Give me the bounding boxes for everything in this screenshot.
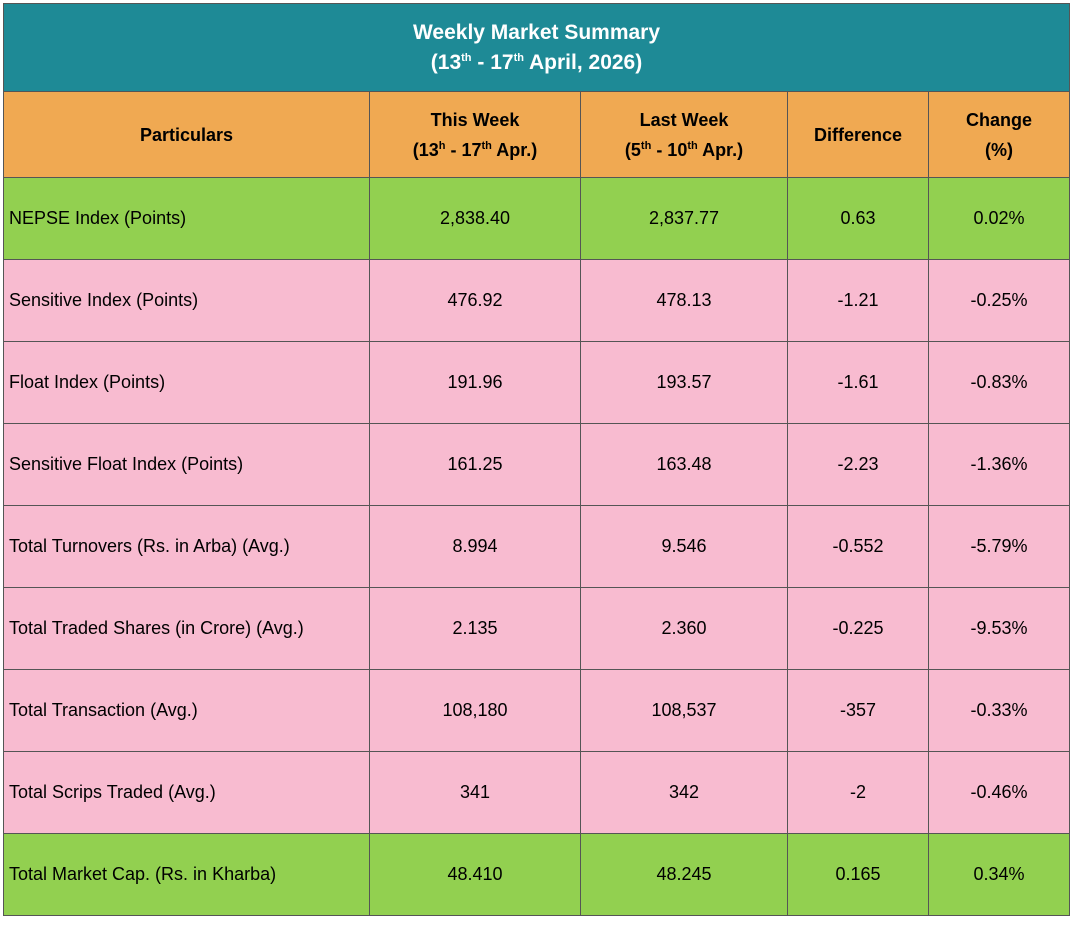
difference-value: -2.23	[787, 423, 929, 506]
last-week-value: 193.57	[580, 341, 788, 424]
change-value: -5.79%	[927, 505, 1071, 588]
row-label: NEPSE Index (Points)	[3, 177, 370, 260]
this-week-value: 476.92	[369, 259, 581, 342]
this-week-value: 191.96	[369, 341, 581, 424]
this-week-value: 8.994	[369, 505, 581, 588]
this-week-value: 341	[369, 751, 581, 834]
table-row: Float Index (Points) 191.96 193.57 -1.61…	[3, 341, 1071, 424]
row-label: Total Turnovers (Rs. in Arba) (Avg.)	[3, 505, 370, 588]
change-value: -0.83%	[927, 341, 1071, 424]
change-value: 0.34%	[927, 833, 1071, 916]
market-summary-container: Weekly Market Summary (13th - 17th April…	[2, 3, 1071, 916]
header-particulars: Particulars	[3, 91, 370, 178]
last-week-value: 108,537	[580, 669, 788, 752]
table-row: Total Traded Shares (in Crore) (Avg.) 2.…	[3, 587, 1071, 670]
table-row: Sensitive Float Index (Points) 161.25 16…	[3, 423, 1071, 506]
change-value: 0.02%	[927, 177, 1071, 260]
difference-value: -357	[787, 669, 929, 752]
this-week-value: 2,838.40	[369, 177, 581, 260]
table-row: Total Scrips Traded (Avg.) 341 342 -2 -0…	[3, 751, 1071, 834]
title-date-range: (13th - 17th April, 2026)	[430, 50, 643, 74]
row-label: Total Scrips Traded (Avg.)	[3, 751, 370, 834]
title-row: Weekly Market Summary (13th - 17th April…	[2, 3, 1071, 92]
this-week-range: (13h - 17th Apr.)	[412, 139, 538, 160]
header-row: Particulars This Week (13h - 17th Apr.) …	[3, 91, 1071, 178]
difference-value: -2	[787, 751, 929, 834]
difference-value: -0.225	[787, 587, 929, 670]
last-week-value: 2,837.77	[580, 177, 788, 260]
last-week-value: 478.13	[580, 259, 788, 342]
change-value: -0.33%	[927, 669, 1071, 752]
difference-value: -1.21	[787, 259, 929, 342]
row-label: Total Traded Shares (in Crore) (Avg.)	[3, 587, 370, 670]
this-week-value: 161.25	[369, 423, 581, 506]
difference-value: -1.61	[787, 341, 929, 424]
row-label: Sensitive Index (Points)	[3, 259, 370, 342]
row-label: Total Market Cap. (Rs. in Kharba)	[3, 833, 370, 916]
header-difference: Difference	[787, 91, 929, 178]
header-last-week: Last Week (5th - 10th Apr.)	[580, 91, 788, 178]
row-label: Total Transaction (Avg.)	[3, 669, 370, 752]
title-main: Weekly Market Summary	[412, 20, 661, 44]
last-week-value: 342	[580, 751, 788, 834]
change-value: -0.25%	[927, 259, 1071, 342]
table-title: Weekly Market Summary (13th - 17th April…	[2, 3, 1071, 92]
change-value: -9.53%	[927, 587, 1071, 670]
this-week-value: 48.410	[369, 833, 581, 916]
difference-value: 0.63	[787, 177, 929, 260]
table-row: Total Market Cap. (Rs. in Kharba) 48.410…	[3, 833, 1071, 916]
table-row: Sensitive Index (Points) 476.92 478.13 -…	[3, 259, 1071, 342]
last-week-value: 163.48	[580, 423, 788, 506]
this-week-value: 2.135	[369, 587, 581, 670]
last-week-value: 2.360	[580, 587, 788, 670]
row-label: Sensitive Float Index (Points)	[3, 423, 370, 506]
header-this-week: This Week (13h - 17th Apr.)	[369, 91, 581, 178]
last-week-range: (5th - 10th Apr.)	[624, 139, 744, 160]
difference-value: 0.165	[787, 833, 929, 916]
table-row: Total Turnovers (Rs. in Arba) (Avg.) 8.9…	[3, 505, 1071, 588]
table-row: Total Transaction (Avg.) 108,180 108,537…	[3, 669, 1071, 752]
change-value: -1.36%	[927, 423, 1071, 506]
header-change: Change (%)	[927, 91, 1071, 178]
market-summary-table: Weekly Market Summary (13th - 17th April…	[2, 3, 1071, 916]
last-week-value: 9.546	[580, 505, 788, 588]
change-value: -0.46%	[927, 751, 1071, 834]
last-week-value: 48.245	[580, 833, 788, 916]
difference-value: -0.552	[787, 505, 929, 588]
row-label: Float Index (Points)	[3, 341, 370, 424]
this-week-value: 108,180	[369, 669, 581, 752]
table-row: NEPSE Index (Points) 2,838.40 2,837.77 0…	[3, 177, 1071, 260]
